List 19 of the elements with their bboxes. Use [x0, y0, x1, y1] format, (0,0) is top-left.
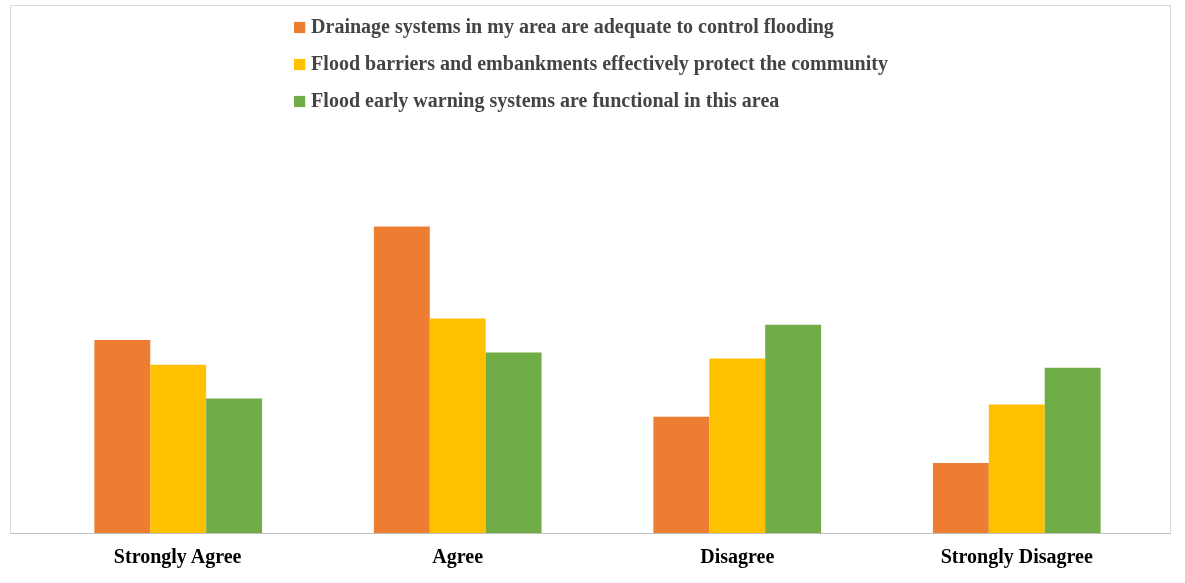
legend-label: Flood early warning systems are functional in this area [311, 89, 780, 112]
bar [765, 324, 822, 534]
bar [94, 340, 151, 534]
bar [932, 462, 989, 534]
bar [429, 318, 486, 534]
bar [206, 398, 263, 534]
x-tick-label: Agree [432, 544, 484, 568]
legend-label: Drainage systems in my area are adequate to control flooding [311, 15, 834, 38]
bar [150, 364, 207, 534]
bar [653, 416, 710, 534]
bar [485, 352, 542, 534]
bar [1044, 367, 1101, 534]
legend-label: Flood barriers and embankments effectively protect the community [311, 52, 888, 75]
bar [373, 226, 430, 534]
bar [709, 358, 766, 534]
bar [988, 404, 1045, 534]
x-tick-label: Disagree [700, 544, 775, 568]
x-tick-label: Strongly Agree [113, 544, 242, 568]
x-tick-label: Strongly Disagree [940, 544, 1093, 568]
